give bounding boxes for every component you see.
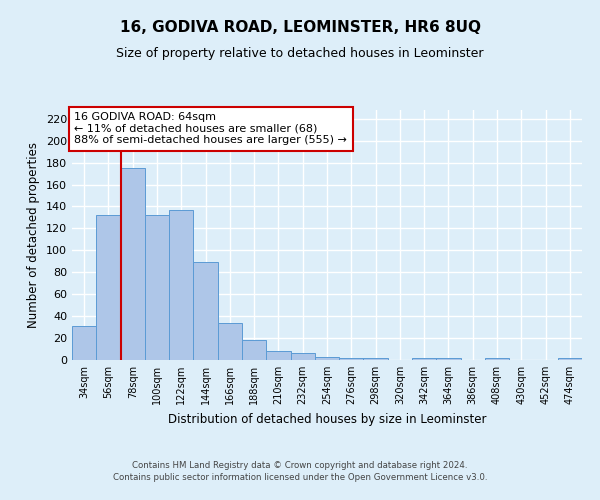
- Bar: [315, 356, 339, 360]
- Text: Contains HM Land Registry data © Crown copyright and database right 2024.
Contai: Contains HM Land Registry data © Crown c…: [113, 461, 487, 482]
- Bar: [169, 210, 193, 360]
- Bar: [290, 354, 315, 360]
- Bar: [242, 340, 266, 360]
- Y-axis label: Number of detached properties: Number of detached properties: [28, 142, 40, 328]
- Bar: [218, 322, 242, 360]
- Bar: [96, 216, 121, 360]
- Text: Size of property relative to detached houses in Leominster: Size of property relative to detached ho…: [116, 48, 484, 60]
- Bar: [339, 358, 364, 360]
- Bar: [145, 216, 169, 360]
- Bar: [485, 358, 509, 360]
- Text: 16 GODIVA ROAD: 64sqm
← 11% of detached houses are smaller (68)
88% of semi-deta: 16 GODIVA ROAD: 64sqm ← 11% of detached …: [74, 112, 347, 146]
- Bar: [72, 326, 96, 360]
- Bar: [193, 262, 218, 360]
- Bar: [121, 168, 145, 360]
- X-axis label: Distribution of detached houses by size in Leominster: Distribution of detached houses by size …: [168, 412, 486, 426]
- Bar: [364, 358, 388, 360]
- Bar: [436, 358, 461, 360]
- Bar: [412, 358, 436, 360]
- Bar: [266, 351, 290, 360]
- Bar: [558, 358, 582, 360]
- Text: 16, GODIVA ROAD, LEOMINSTER, HR6 8UQ: 16, GODIVA ROAD, LEOMINSTER, HR6 8UQ: [119, 20, 481, 35]
